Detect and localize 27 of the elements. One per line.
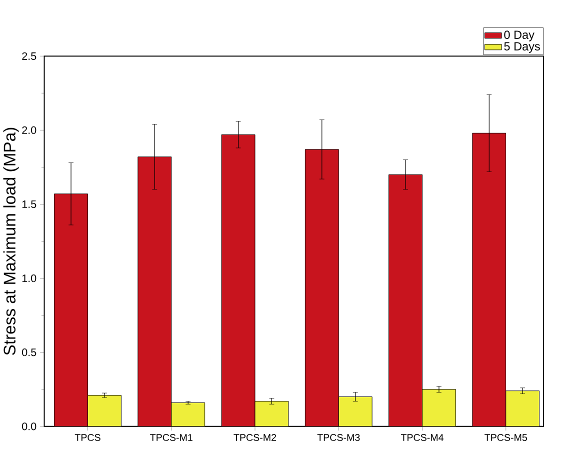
x-tick-label: TPCS-M2 <box>234 434 276 442</box>
y-tick-label: 0.5 <box>22 348 36 356</box>
bar <box>422 389 456 426</box>
x-tick-label: TPCS-M3 <box>317 434 360 442</box>
bar <box>305 149 339 426</box>
bar <box>138 156 172 426</box>
bar <box>506 390 540 426</box>
y-tick-label: 2.5 <box>22 52 36 60</box>
y-tick-label: 1.5 <box>22 200 36 208</box>
y-tick-label: 2.0 <box>22 126 36 134</box>
bar <box>255 401 288 426</box>
bar <box>54 194 88 426</box>
y-axis-title: Stress at Maximum load (MPa) <box>3 128 19 356</box>
legend-label: 5 Days <box>504 42 540 53</box>
y-tick-label: 0.0 <box>22 422 36 430</box>
bar <box>472 132 506 426</box>
x-tick-label: TPCS-M1 <box>150 434 192 442</box>
bar <box>338 396 372 426</box>
bar <box>388 174 422 426</box>
bar <box>222 134 256 426</box>
x-tick-label: TPCS-M4 <box>400 434 444 442</box>
bar <box>88 395 122 426</box>
x-tick-label: TPCS-M5 <box>484 434 528 442</box>
x-tick-label: TPCS <box>74 434 100 442</box>
y-tick-label: 1.0 <box>22 274 36 282</box>
legend-label: 0 Day <box>504 30 534 42</box>
bar <box>171 402 205 426</box>
